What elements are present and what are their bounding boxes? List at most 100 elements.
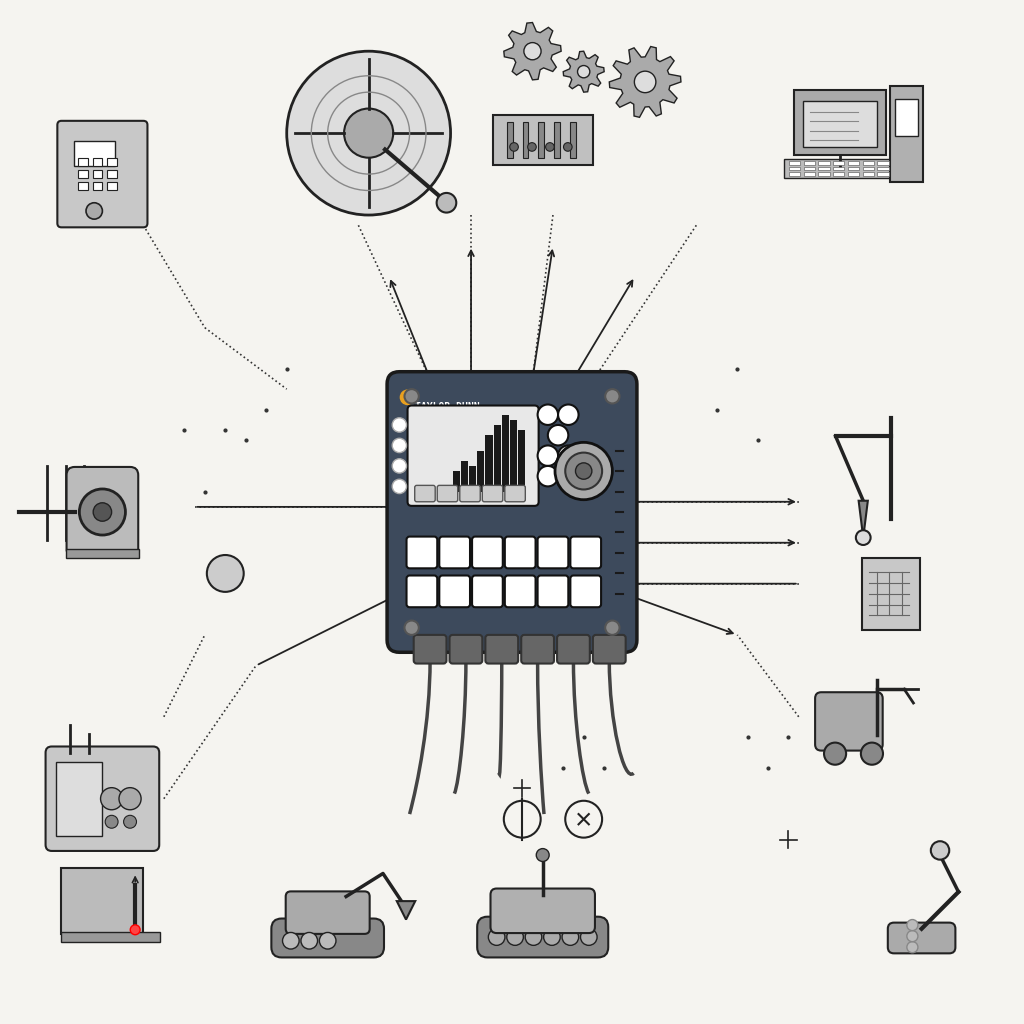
FancyBboxPatch shape — [415, 485, 435, 502]
Bar — [92, 170, 102, 178]
FancyBboxPatch shape — [414, 635, 446, 664]
Circle shape — [301, 933, 317, 949]
FancyBboxPatch shape — [570, 575, 601, 607]
FancyBboxPatch shape — [477, 916, 608, 957]
Circle shape — [392, 459, 407, 473]
Circle shape — [80, 489, 125, 535]
FancyBboxPatch shape — [387, 372, 637, 652]
Bar — [539, 122, 544, 158]
Bar — [502, 415, 509, 492]
FancyBboxPatch shape — [538, 575, 568, 607]
FancyBboxPatch shape — [485, 635, 518, 664]
Bar — [74, 141, 115, 166]
FancyBboxPatch shape — [538, 537, 568, 568]
Bar — [803, 101, 877, 147]
Circle shape — [404, 389, 419, 403]
Bar — [61, 932, 160, 942]
Bar — [78, 182, 88, 190]
FancyBboxPatch shape — [437, 485, 458, 502]
Circle shape — [538, 445, 558, 466]
Bar — [61, 868, 143, 934]
Bar — [794, 90, 886, 155]
Bar — [804, 161, 815, 165]
Circle shape — [287, 51, 451, 215]
FancyBboxPatch shape — [439, 537, 470, 568]
Bar — [507, 122, 513, 158]
Circle shape — [507, 929, 523, 945]
Text: TAYLOR DUNN: TAYLOR DUNN — [415, 401, 479, 412]
FancyBboxPatch shape — [815, 692, 883, 751]
Circle shape — [558, 466, 579, 486]
Bar — [461, 461, 468, 492]
Bar — [890, 86, 923, 182]
Polygon shape — [563, 51, 604, 92]
Bar — [848, 167, 859, 170]
Circle shape — [392, 479, 407, 494]
FancyBboxPatch shape — [450, 635, 482, 664]
Circle shape — [544, 929, 560, 945]
Bar — [788, 161, 800, 165]
Circle shape — [824, 742, 846, 765]
Circle shape — [207, 555, 244, 592]
FancyBboxPatch shape — [482, 485, 503, 502]
Circle shape — [907, 942, 918, 952]
Circle shape — [634, 72, 655, 93]
Circle shape — [575, 463, 592, 479]
Circle shape — [581, 929, 597, 945]
Circle shape — [578, 66, 590, 78]
FancyBboxPatch shape — [472, 537, 503, 568]
Circle shape — [344, 109, 393, 158]
Bar — [108, 170, 117, 178]
Circle shape — [558, 404, 579, 425]
Bar — [862, 172, 873, 176]
Bar — [804, 172, 815, 176]
Bar — [477, 451, 484, 492]
Circle shape — [124, 815, 136, 828]
FancyBboxPatch shape — [407, 537, 437, 568]
Circle shape — [283, 933, 299, 949]
FancyBboxPatch shape — [490, 889, 595, 933]
Bar — [848, 161, 859, 165]
Bar — [570, 122, 575, 158]
Circle shape — [392, 418, 407, 432]
Circle shape — [488, 929, 505, 945]
Circle shape — [392, 438, 407, 453]
Bar — [862, 558, 920, 630]
FancyBboxPatch shape — [67, 467, 138, 557]
Circle shape — [510, 142, 518, 152]
Circle shape — [105, 815, 118, 828]
Bar — [554, 122, 560, 158]
FancyBboxPatch shape — [505, 485, 525, 502]
Bar — [66, 549, 139, 558]
FancyBboxPatch shape — [505, 575, 536, 607]
Circle shape — [931, 842, 949, 860]
Circle shape — [856, 530, 870, 545]
Circle shape — [319, 933, 336, 949]
Bar — [485, 435, 493, 492]
FancyBboxPatch shape — [505, 537, 536, 568]
Bar — [818, 167, 829, 170]
Bar — [518, 430, 525, 492]
Bar — [522, 122, 528, 158]
Bar — [818, 161, 829, 165]
FancyBboxPatch shape — [57, 121, 147, 227]
Bar — [848, 172, 859, 176]
Polygon shape — [504, 23, 561, 80]
FancyBboxPatch shape — [460, 485, 480, 502]
Bar — [818, 172, 829, 176]
Bar — [78, 158, 88, 166]
FancyBboxPatch shape — [408, 406, 539, 506]
Circle shape — [400, 390, 415, 404]
FancyBboxPatch shape — [407, 575, 437, 607]
Bar — [878, 172, 889, 176]
Circle shape — [548, 425, 568, 445]
Bar — [92, 158, 102, 166]
Circle shape — [907, 920, 918, 931]
Circle shape — [537, 849, 549, 861]
Bar — [494, 425, 501, 492]
Bar — [895, 99, 918, 136]
Circle shape — [119, 787, 141, 810]
Circle shape — [86, 203, 102, 219]
Circle shape — [538, 466, 558, 486]
Polygon shape — [397, 901, 416, 920]
